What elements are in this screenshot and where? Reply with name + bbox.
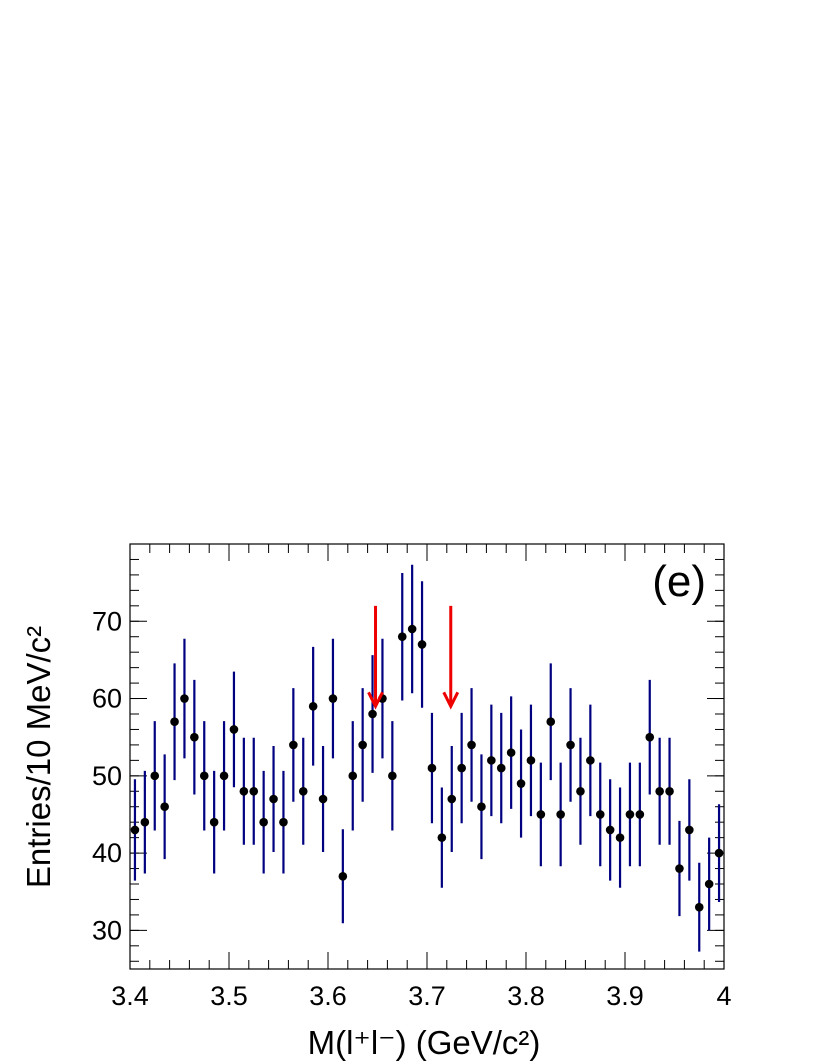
y-tick-label: 40 (92, 838, 122, 868)
data-point (556, 810, 565, 819)
x-tick-label: 3.7 (408, 981, 446, 1011)
data-point (407, 624, 417, 634)
data-point (308, 701, 318, 711)
data-point (665, 786, 674, 796)
data-point (605, 825, 615, 835)
y-tick-label: 50 (92, 761, 122, 791)
data-point (190, 732, 199, 742)
data-point (358, 740, 367, 750)
axis-ticks (129, 543, 725, 969)
data-point (526, 756, 536, 765)
data-point (368, 709, 377, 719)
data-point (467, 740, 476, 750)
data-point (516, 779, 526, 788)
y-axis-label: Entries/10 MeV/c² (20, 626, 57, 888)
data-point (635, 810, 645, 819)
data-point (140, 817, 150, 827)
arrow-head (442, 691, 460, 710)
data-point (249, 786, 259, 796)
data-point (576, 786, 585, 796)
data-point (388, 771, 397, 781)
data-point (199, 771, 209, 781)
plot-area (129, 543, 725, 970)
data-point (546, 717, 556, 727)
data-point (645, 732, 655, 742)
data-point (595, 810, 605, 819)
data-point (566, 740, 575, 750)
data-point (338, 871, 348, 881)
data-point (586, 756, 595, 765)
x-tick-label: 4 (716, 981, 731, 1011)
data-point (496, 763, 506, 773)
data-point (477, 802, 486, 812)
data-point (180, 694, 189, 703)
data-point (655, 786, 664, 796)
data-point (259, 817, 268, 827)
data-point (289, 740, 298, 750)
data-point (229, 725, 239, 734)
y-tick-label: 70 (92, 606, 122, 636)
data-point (714, 848, 724, 858)
x-tick-label: 3.4 (111, 981, 149, 1011)
data-point (457, 763, 466, 773)
signal-window-arrows (367, 605, 460, 710)
data-point (239, 786, 249, 796)
data-point (298, 786, 308, 796)
data-point (487, 756, 496, 765)
data-point (615, 833, 625, 842)
data-point (675, 864, 684, 873)
data-point (209, 817, 219, 827)
data-point (704, 879, 714, 889)
arrow-head (367, 691, 384, 710)
x-tick-label: 3.5 (210, 981, 248, 1011)
data-point (130, 825, 140, 835)
x-axis-label: M(l⁺l⁻) (GeV/c²) (308, 1024, 541, 1061)
data-point (506, 748, 516, 757)
data-point (417, 640, 427, 649)
error-bars (133, 564, 721, 952)
data-point (437, 833, 447, 842)
plot-frame (129, 543, 725, 970)
data-point (170, 717, 179, 727)
data-point (447, 794, 457, 804)
tick-labels: 3.4 3.5 3.6 3.7 3.8 3.9 4 30 40 50 60 70 (92, 606, 732, 1011)
data-point (536, 810, 546, 819)
data-point (625, 810, 635, 819)
panel-label: (e) (652, 557, 706, 606)
y-tick-label: 30 (92, 915, 122, 945)
data-points (130, 624, 724, 912)
data-point (427, 763, 437, 773)
data-point (279, 817, 288, 827)
y-tick-label: 60 (92, 684, 122, 714)
data-point (348, 771, 358, 781)
data-point (694, 902, 704, 912)
data-point (318, 794, 328, 804)
data-point (269, 794, 278, 804)
x-tick-label: 3.9 (606, 981, 644, 1011)
x-tick-label: 3.8 (507, 981, 545, 1011)
data-point (328, 694, 338, 703)
data-point (150, 771, 160, 781)
data-point (219, 771, 229, 781)
x-tick-label: 3.6 (309, 981, 347, 1011)
data-point (685, 825, 694, 835)
data-point (160, 802, 169, 812)
data-point (397, 632, 407, 642)
